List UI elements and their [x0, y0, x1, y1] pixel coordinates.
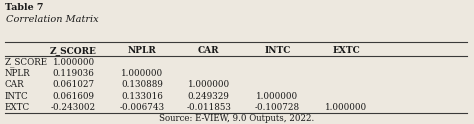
Text: Source: E-VIEW, 9.0 Outputs, 2022.: Source: E-VIEW, 9.0 Outputs, 2022.: [159, 114, 315, 123]
Text: Z_SCORE: Z_SCORE: [5, 58, 48, 67]
Text: CAR: CAR: [198, 46, 219, 55]
Text: -0.243002: -0.243002: [51, 103, 96, 112]
Text: -0.006743: -0.006743: [119, 103, 165, 112]
Text: Correlation Matrix: Correlation Matrix: [6, 15, 98, 24]
Text: 0.061027: 0.061027: [53, 80, 94, 89]
Text: INTC: INTC: [5, 92, 28, 101]
Text: EXTC: EXTC: [332, 46, 360, 55]
Text: 0.133016: 0.133016: [121, 92, 163, 101]
Text: 0.130889: 0.130889: [121, 80, 163, 89]
Text: Table 7: Table 7: [5, 3, 43, 12]
Text: 1.000000: 1.000000: [256, 92, 298, 101]
Text: NPLR: NPLR: [5, 69, 30, 78]
Text: 0.249329: 0.249329: [188, 92, 229, 101]
Text: 0.119036: 0.119036: [53, 69, 94, 78]
Text: -0.011853: -0.011853: [186, 103, 231, 112]
Text: 1.000000: 1.000000: [53, 58, 94, 67]
Text: 1.000000: 1.000000: [121, 69, 163, 78]
Text: CAR: CAR: [5, 80, 24, 89]
Text: NPLR: NPLR: [128, 46, 156, 55]
Text: Z_SCORE: Z_SCORE: [50, 46, 97, 55]
Text: 1.000000: 1.000000: [188, 80, 229, 89]
Text: INTC: INTC: [264, 46, 291, 55]
Text: -0.100728: -0.100728: [255, 103, 300, 112]
Text: 1.000000: 1.000000: [325, 103, 367, 112]
Text: EXTC: EXTC: [5, 103, 30, 112]
Text: 0.061609: 0.061609: [53, 92, 94, 101]
